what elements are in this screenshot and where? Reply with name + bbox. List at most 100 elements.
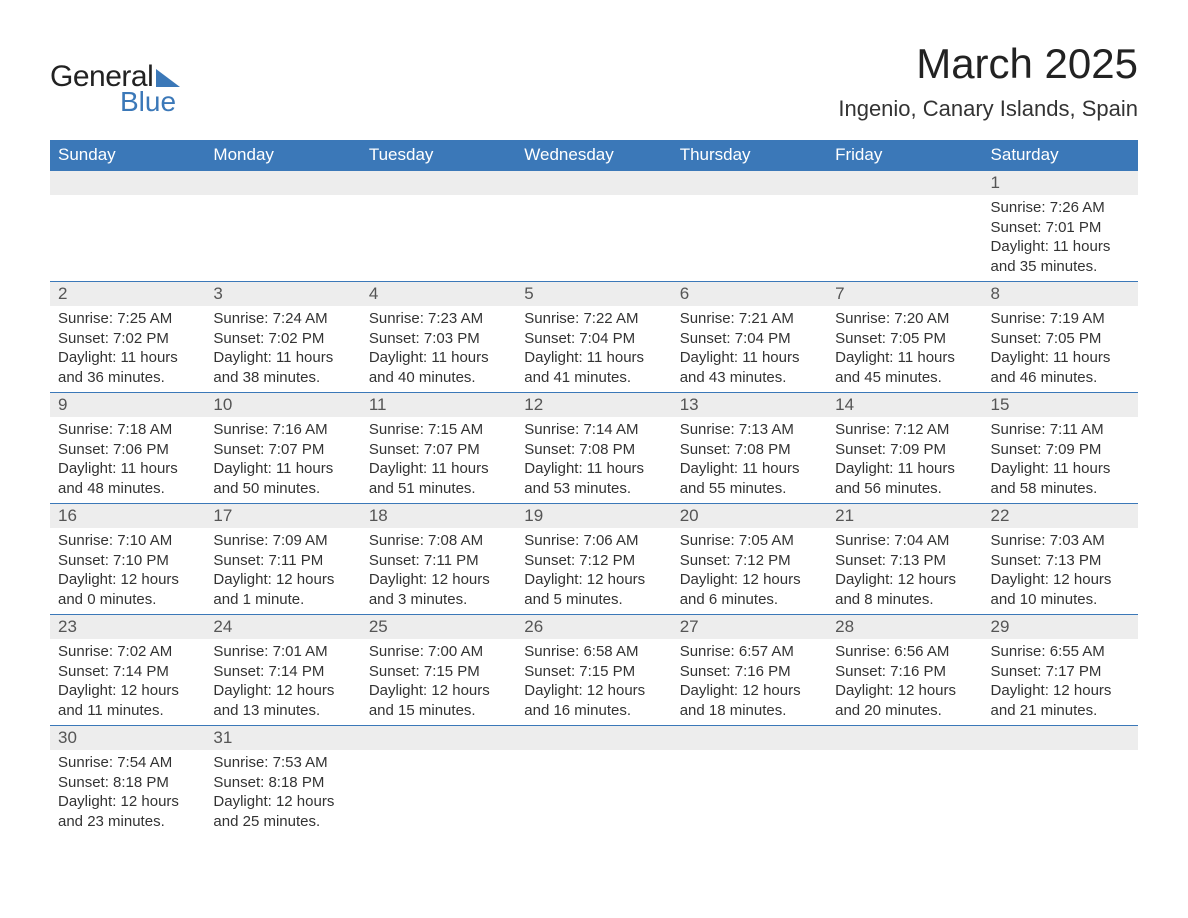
calendar-cell (361, 171, 516, 282)
sunrise-text: Sunrise: 7:16 AM (213, 420, 352, 440)
calendar-cell: 14Sunrise: 7:12 AMSunset: 7:09 PMDayligh… (827, 393, 982, 504)
cell-body: Sunrise: 7:05 AMSunset: 7:12 PMDaylight:… (672, 528, 827, 614)
daylight-line2: and 5 minutes. (524, 590, 663, 610)
day-number: 3 (205, 282, 360, 306)
calendar-cell (205, 171, 360, 282)
sunset-text: Sunset: 7:12 PM (680, 551, 819, 571)
cell-body: Sunrise: 7:24 AMSunset: 7:02 PMDaylight:… (205, 306, 360, 392)
sunrise-text: Sunrise: 7:26 AM (991, 198, 1130, 218)
location-subtitle: Ingenio, Canary Islands, Spain (838, 96, 1138, 122)
sunrise-text: Sunrise: 6:57 AM (680, 642, 819, 662)
daylight-line1: Daylight: 11 hours (369, 348, 508, 368)
calendar-cell (827, 726, 982, 837)
daylight-line2: and 16 minutes. (524, 701, 663, 721)
cell-body: Sunrise: 7:02 AMSunset: 7:14 PMDaylight:… (50, 639, 205, 725)
daylight-line1: Daylight: 11 hours (58, 348, 197, 368)
sunrise-text: Sunrise: 7:13 AM (680, 420, 819, 440)
sunrise-text: Sunrise: 6:56 AM (835, 642, 974, 662)
sunset-text: Sunset: 7:08 PM (680, 440, 819, 460)
calendar-cell: 15Sunrise: 7:11 AMSunset: 7:09 PMDayligh… (983, 393, 1138, 504)
cell-body: Sunrise: 7:54 AMSunset: 8:18 PMDaylight:… (50, 750, 205, 836)
sunset-text: Sunset: 7:09 PM (835, 440, 974, 460)
sunset-text: Sunset: 7:02 PM (213, 329, 352, 349)
calendar-cell: 4Sunrise: 7:23 AMSunset: 7:03 PMDaylight… (361, 282, 516, 393)
sunrise-text: Sunrise: 7:14 AM (524, 420, 663, 440)
cell-body (205, 195, 360, 281)
sunset-text: Sunset: 7:02 PM (58, 329, 197, 349)
calendar-cell (516, 726, 671, 837)
calendar-cell: 13Sunrise: 7:13 AMSunset: 7:08 PMDayligh… (672, 393, 827, 504)
cell-body: Sunrise: 7:13 AMSunset: 7:08 PMDaylight:… (672, 417, 827, 503)
daylight-line2: and 23 minutes. (58, 812, 197, 832)
cell-body: Sunrise: 7:22 AMSunset: 7:04 PMDaylight:… (516, 306, 671, 392)
daylight-line2: and 3 minutes. (369, 590, 508, 610)
daylight-line2: and 53 minutes. (524, 479, 663, 499)
daylight-line2: and 18 minutes. (680, 701, 819, 721)
daylight-line2: and 11 minutes. (58, 701, 197, 721)
calendar-week-row: 1Sunrise: 7:26 AMSunset: 7:01 PMDaylight… (50, 171, 1138, 282)
sunset-text: Sunset: 7:14 PM (213, 662, 352, 682)
calendar-cell: 2Sunrise: 7:25 AMSunset: 7:02 PMDaylight… (50, 282, 205, 393)
daylight-line1: Daylight: 11 hours (991, 459, 1130, 479)
daylight-line1: Daylight: 11 hours (680, 348, 819, 368)
sunset-text: Sunset: 7:13 PM (991, 551, 1130, 571)
cell-body: Sunrise: 7:08 AMSunset: 7:11 PMDaylight:… (361, 528, 516, 614)
daylight-line1: Daylight: 12 hours (991, 570, 1130, 590)
sunset-text: Sunset: 7:12 PM (524, 551, 663, 571)
daylight-line1: Daylight: 12 hours (835, 570, 974, 590)
sunset-text: Sunset: 7:16 PM (835, 662, 974, 682)
day-number: 29 (983, 615, 1138, 639)
daylight-line2: and 45 minutes. (835, 368, 974, 388)
daylight-line2: and 0 minutes. (58, 590, 197, 610)
calendar-cell (983, 726, 1138, 837)
calendar-cell: 18Sunrise: 7:08 AMSunset: 7:11 PMDayligh… (361, 504, 516, 615)
daylight-line2: and 10 minutes. (991, 590, 1130, 610)
day-number: 21 (827, 504, 982, 528)
cell-body: Sunrise: 7:06 AMSunset: 7:12 PMDaylight:… (516, 528, 671, 614)
sunset-text: Sunset: 7:08 PM (524, 440, 663, 460)
calendar-cell: 9Sunrise: 7:18 AMSunset: 7:06 PMDaylight… (50, 393, 205, 504)
cell-body (361, 195, 516, 281)
day-number: 31 (205, 726, 360, 750)
weekday-header: Sunday (50, 140, 205, 171)
sail-icon (156, 69, 180, 87)
day-number: 8 (983, 282, 1138, 306)
sunrise-text: Sunrise: 7:10 AM (58, 531, 197, 551)
daylight-line2: and 8 minutes. (835, 590, 974, 610)
day-number: 24 (205, 615, 360, 639)
daylight-line1: Daylight: 11 hours (680, 459, 819, 479)
sunset-text: Sunset: 7:16 PM (680, 662, 819, 682)
day-number: 30 (50, 726, 205, 750)
weekday-header: Wednesday (516, 140, 671, 171)
cell-body: Sunrise: 7:25 AMSunset: 7:02 PMDaylight:… (50, 306, 205, 392)
daylight-line2: and 1 minute. (213, 590, 352, 610)
sunrise-text: Sunrise: 7:19 AM (991, 309, 1130, 329)
daylight-line1: Daylight: 12 hours (524, 681, 663, 701)
daylight-line1: Daylight: 12 hours (213, 570, 352, 590)
cell-body (516, 750, 671, 836)
day-number: 26 (516, 615, 671, 639)
daylight-line2: and 48 minutes. (58, 479, 197, 499)
cell-body (827, 195, 982, 281)
daylight-line2: and 50 minutes. (213, 479, 352, 499)
cell-body: Sunrise: 7:18 AMSunset: 7:06 PMDaylight:… (50, 417, 205, 503)
sunrise-text: Sunrise: 7:24 AM (213, 309, 352, 329)
calendar-cell: 1Sunrise: 7:26 AMSunset: 7:01 PMDaylight… (983, 171, 1138, 282)
calendar-cell: 28Sunrise: 6:56 AMSunset: 7:16 PMDayligh… (827, 615, 982, 726)
day-number: 12 (516, 393, 671, 417)
cell-body (361, 750, 516, 836)
cell-body: Sunrise: 7:53 AMSunset: 8:18 PMDaylight:… (205, 750, 360, 836)
sunrise-text: Sunrise: 7:53 AM (213, 753, 352, 773)
cell-body: Sunrise: 7:03 AMSunset: 7:13 PMDaylight:… (983, 528, 1138, 614)
sunrise-text: Sunrise: 7:54 AM (58, 753, 197, 773)
calendar-cell (516, 171, 671, 282)
daylight-line1: Daylight: 12 hours (58, 681, 197, 701)
calendar-cell: 20Sunrise: 7:05 AMSunset: 7:12 PMDayligh… (672, 504, 827, 615)
sunrise-text: Sunrise: 7:23 AM (369, 309, 508, 329)
day-number: 7 (827, 282, 982, 306)
sunrise-text: Sunrise: 7:01 AM (213, 642, 352, 662)
calendar-cell: 11Sunrise: 7:15 AMSunset: 7:07 PMDayligh… (361, 393, 516, 504)
cell-body: Sunrise: 7:19 AMSunset: 7:05 PMDaylight:… (983, 306, 1138, 392)
cell-body (672, 195, 827, 281)
cell-body: Sunrise: 7:01 AMSunset: 7:14 PMDaylight:… (205, 639, 360, 725)
